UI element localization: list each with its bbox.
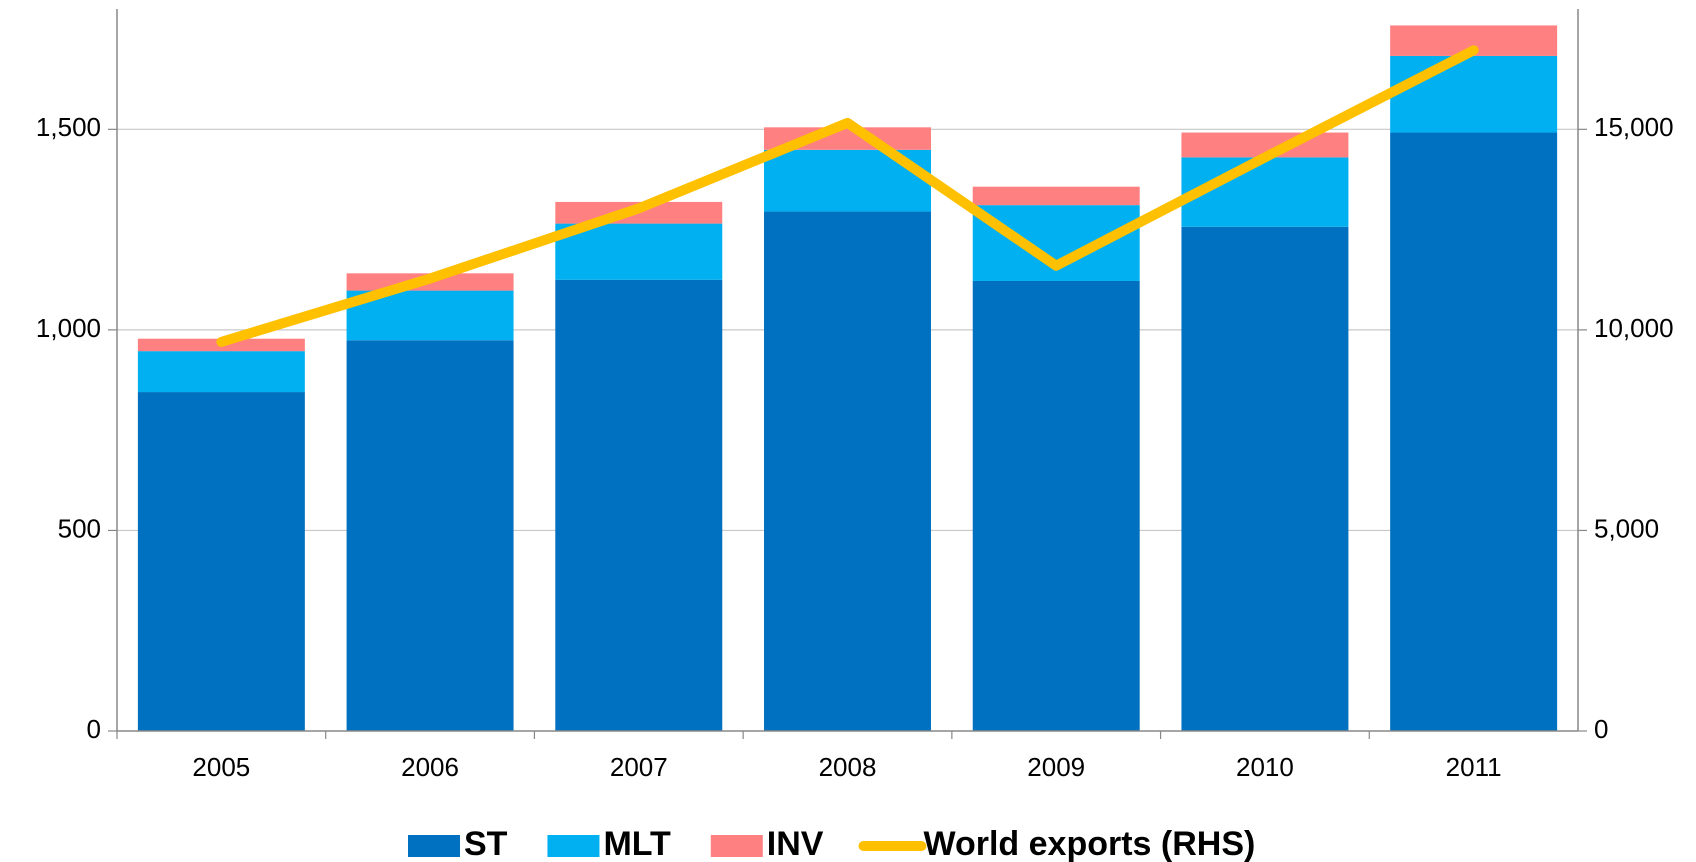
bar-segment — [555, 279, 723, 731]
legend-label: ST — [464, 825, 508, 862]
legend-swatch — [408, 835, 460, 857]
x-tick-label: 2007 — [610, 752, 668, 782]
y-tick-label: 1,500 — [36, 112, 101, 142]
y-tick-label: 1,000 — [36, 313, 101, 343]
x-tick-label: 2006 — [401, 752, 459, 782]
y2-tick-label: 5,000 — [1594, 513, 1659, 543]
y2-tick-label: 0 — [1594, 714, 1608, 744]
x-tick-label: 2005 — [192, 752, 250, 782]
bar-segment — [972, 186, 1140, 206]
bar-segment — [137, 392, 305, 731]
legend-label: World exports (RHS) — [923, 825, 1255, 862]
y-tick-label: 0 — [87, 714, 101, 744]
bar-segment — [346, 340, 514, 731]
bar-segment — [1390, 132, 1558, 731]
x-tick-label: 2010 — [1236, 752, 1294, 782]
bar-segment — [764, 211, 931, 732]
bar-segment — [1181, 157, 1349, 227]
y2-tick-label: 15,000 — [1594, 112, 1674, 142]
y-tick-label: 500 — [58, 513, 101, 543]
x-tick-label: 2008 — [819, 752, 877, 782]
legend-swatch — [710, 835, 763, 857]
bar-segment — [972, 280, 1140, 731]
y2-tick-label: 10,000 — [1594, 313, 1674, 343]
legend-label: MLT — [603, 825, 671, 862]
bar-segment — [1390, 55, 1558, 133]
bar-segment — [137, 351, 305, 393]
line-series — [216, 45, 1479, 347]
x-tick-label: 2009 — [1027, 752, 1085, 782]
x-tick-label: 2011 — [1446, 752, 1502, 782]
legend-label: INV — [767, 825, 824, 862]
bar-segment — [1181, 226, 1349, 731]
legend-swatch — [547, 835, 600, 857]
bar-segment — [555, 223, 723, 280]
